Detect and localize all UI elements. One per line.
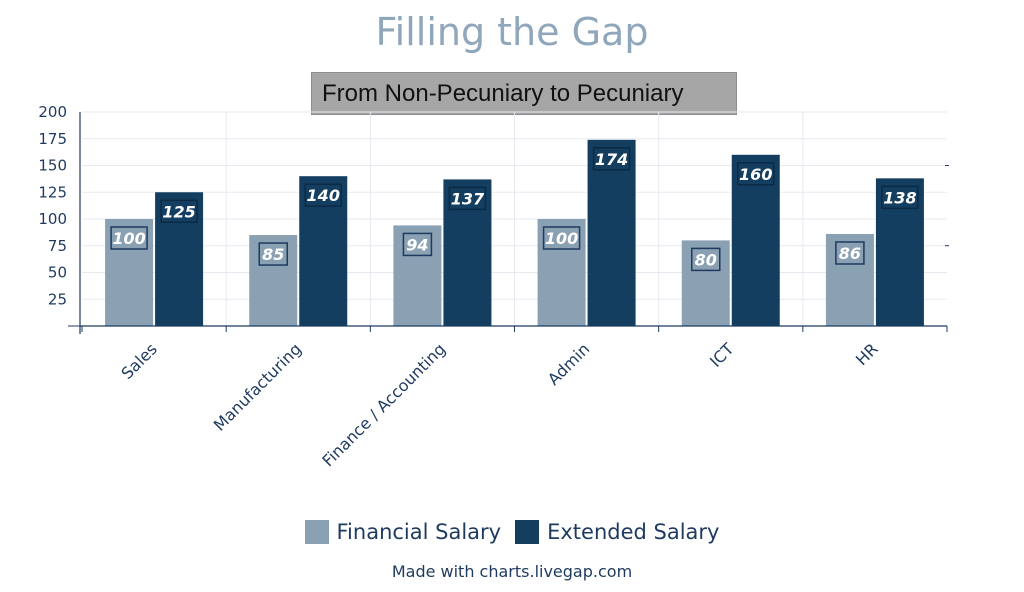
data-label: 125 xyxy=(162,202,195,221)
footer-credit[interactable]: Made with charts.livegap.com xyxy=(391,562,633,581)
chart-subtitle-box: From Non-Pecuniary to Pecuniary xyxy=(311,72,737,115)
legend-swatch-financial xyxy=(304,520,329,544)
y-tick-label: 175 xyxy=(38,130,67,148)
x-category-label: Sales xyxy=(117,339,161,383)
legend-label-financial: Financial Salary xyxy=(336,520,502,544)
x-category-label: ICT xyxy=(706,339,738,371)
y-tick-label: 75 xyxy=(48,237,67,255)
data-label-box xyxy=(542,226,581,250)
data-label: 94 xyxy=(406,235,428,254)
y-tick-label: 125 xyxy=(38,183,67,201)
data-label: 138 xyxy=(883,188,916,207)
chart-title: Filling the Gap xyxy=(375,10,649,54)
legend-label-extended: Extended Salary xyxy=(547,520,720,544)
data-label: 140 xyxy=(307,186,340,205)
legend-item-extended[interactable]: Extended Salary xyxy=(515,520,720,544)
legend-item-financial[interactable]: Financial Salary xyxy=(304,520,502,544)
chart-subtitle: From Non-Pecuniary to Pecuniary xyxy=(322,79,684,107)
y-tick-label: 25 xyxy=(48,290,67,308)
data-label-box xyxy=(304,183,342,207)
x-category-label: Manufacturing xyxy=(210,339,305,434)
y-tick-label: 150 xyxy=(38,157,67,175)
y-tick-label: 100 xyxy=(38,210,67,228)
data-label-box xyxy=(160,199,198,223)
bar xyxy=(587,139,636,326)
data-label: 174 xyxy=(595,150,628,169)
data-label: 100 xyxy=(112,229,145,248)
legend-swatch-extended xyxy=(515,520,540,544)
data-label-box xyxy=(592,147,631,171)
y-tick-label: 50 xyxy=(48,264,67,282)
x-category-label: Admin xyxy=(544,339,593,388)
data-label: 85 xyxy=(262,245,284,264)
data-label: 86 xyxy=(839,244,861,263)
data-label-box xyxy=(737,162,775,186)
data-label-box xyxy=(258,242,288,266)
legend: Financial Salary Extended Salary xyxy=(0,520,1024,544)
x-category-label: Finance / Accounting xyxy=(318,339,449,470)
data-label-box xyxy=(448,186,487,211)
data-label: 137 xyxy=(451,189,485,208)
data-label: 100 xyxy=(545,229,578,248)
data-label: 160 xyxy=(739,165,772,184)
data-label-box xyxy=(691,247,721,272)
data-label: 80 xyxy=(695,250,717,269)
data-label-box xyxy=(110,226,148,250)
x-category-label: HR xyxy=(852,339,882,369)
data-label-box xyxy=(835,241,865,265)
plot-area: 25 50 75 100 125 150 175 200 100 125 85 140 94 137 100… xyxy=(38,103,949,470)
data-label-box xyxy=(881,185,919,210)
y-tick-label: 200 xyxy=(38,103,67,121)
data-label-box xyxy=(402,232,433,257)
